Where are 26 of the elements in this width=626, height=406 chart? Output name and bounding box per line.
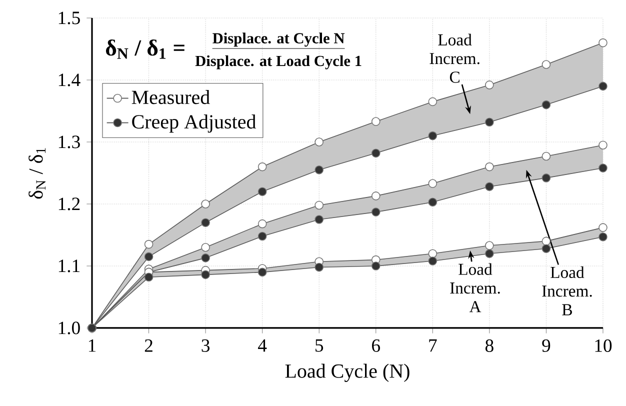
text: Displace. at Cycle N: [212, 32, 345, 47]
x-tick-label: 1: [88, 339, 96, 352]
y-tick-label: 1.2: [58, 198, 80, 210]
x-tick-label: 7: [429, 339, 437, 352]
annotation: Load Increm. B: [542, 266, 592, 316]
x-tick-label: 3: [202, 339, 210, 352]
x-tick-label: 4: [258, 339, 267, 352]
y-tick-label: 1.3: [58, 136, 80, 148]
x-tick-label: 6: [372, 339, 380, 352]
legend-label: Measured: [132, 90, 210, 104]
annotation: Load Increm. A: [450, 263, 500, 312]
x-axis-title: Load Cycle (N): [285, 364, 410, 382]
y-tick-label: 1.1: [58, 260, 80, 272]
y-tick-label: 1.5: [58, 12, 80, 24]
x-tick-label: 2: [144, 339, 152, 352]
text: δ$_{N}$ / δ$_{1}$ =: [106, 40, 184, 59]
x-tick-label: 9: [542, 339, 550, 352]
y-tick-label: 1.0: [58, 322, 80, 334]
y-axis-title: δ$_{N}$ / δ$_{1}$: [28, 148, 46, 199]
legend-label: Creep Adjusted: [132, 114, 256, 133]
x-tick-label: 5: [316, 339, 324, 352]
x-tick-label: 8: [485, 339, 494, 352]
x-tick-label: 10: [595, 339, 612, 352]
annotation: Displace. at Load Cycle 1: [195, 55, 362, 70]
annotation: Load Increm. C: [430, 34, 480, 83]
y-tick-label: 1.4: [58, 74, 80, 86]
